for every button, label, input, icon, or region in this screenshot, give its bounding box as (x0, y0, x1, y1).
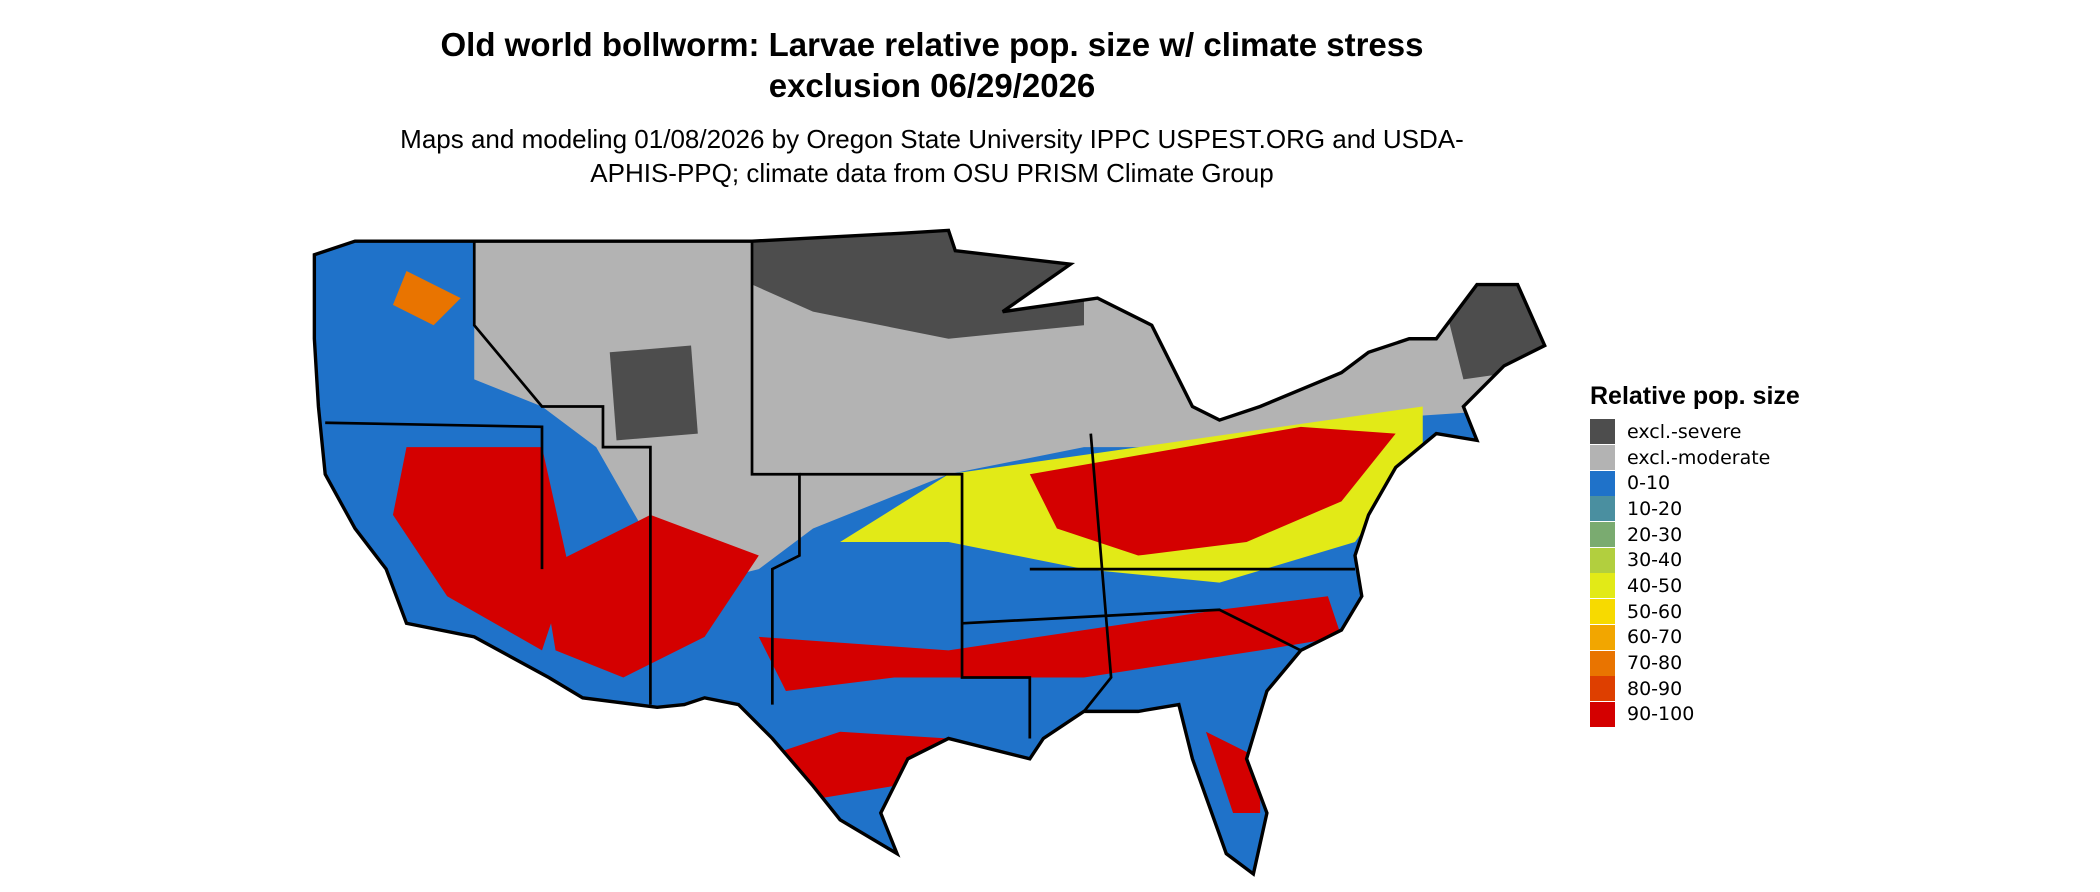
legend-label: 90-100 (1627, 703, 1695, 726)
legend-item: 60-70 (1590, 624, 1800, 651)
legend-swatch (1590, 573, 1615, 599)
legend-label: excl.-severe (1627, 420, 1742, 443)
legend-swatch (1590, 676, 1615, 702)
legend-label: 60-70 (1627, 626, 1683, 649)
legend-label: 80-90 (1627, 677, 1683, 700)
legend: Relative pop. size excl.-severe excl.-mod… (1590, 382, 1800, 727)
map-body (312, 228, 1547, 876)
legend-item: 50-60 (1590, 599, 1800, 625)
legend-label: 50-60 (1627, 600, 1683, 623)
legend-label: 70-80 (1627, 652, 1683, 675)
legend-item: excl.-moderate (1590, 445, 1800, 471)
legend-item: 0-10 (1590, 470, 1800, 496)
legend-swatch (1590, 701, 1615, 727)
legend-item: 30-40 (1590, 547, 1800, 573)
legend-swatch (1590, 599, 1615, 625)
legend-item: 10-20 (1590, 496, 1800, 522)
legend-label: 40-50 (1627, 574, 1683, 597)
legend-swatch (1590, 496, 1615, 522)
legend-label: 10-20 (1627, 497, 1683, 520)
legend-item: 40-50 (1590, 573, 1800, 599)
legend-swatch (1590, 470, 1615, 496)
legend-label: 20-30 (1627, 523, 1683, 546)
legend-label: 0-10 (1627, 472, 1671, 495)
legend-label: excl.-moderate (1627, 446, 1771, 469)
legend-swatch (1590, 624, 1615, 650)
legend-item: 80-90 (1590, 676, 1800, 702)
legend-swatch (1590, 445, 1615, 471)
legend-item: 70-80 (1590, 650, 1800, 676)
legend-label: 30-40 (1627, 549, 1683, 572)
legend-swatch (1590, 522, 1615, 548)
legend-swatch (1590, 547, 1615, 573)
map-subtitle: Maps and modeling 01/08/2026 by Oregon S… (400, 124, 1464, 188)
legend-title: Relative pop. size (1590, 382, 1800, 410)
legend-item: excl.-severe (1590, 419, 1800, 445)
legend-swatch (1590, 419, 1615, 445)
legend-item: 90-100 (1590, 701, 1800, 728)
legend-items: excl.-severe excl.-moderate 0-10 10-20 20-30… (1590, 419, 1800, 727)
legend-swatch (1590, 650, 1615, 676)
legend-item: 20-30 (1590, 522, 1800, 548)
map-title: Old world bollworm: Larvae relative pop.… (440, 26, 1424, 104)
